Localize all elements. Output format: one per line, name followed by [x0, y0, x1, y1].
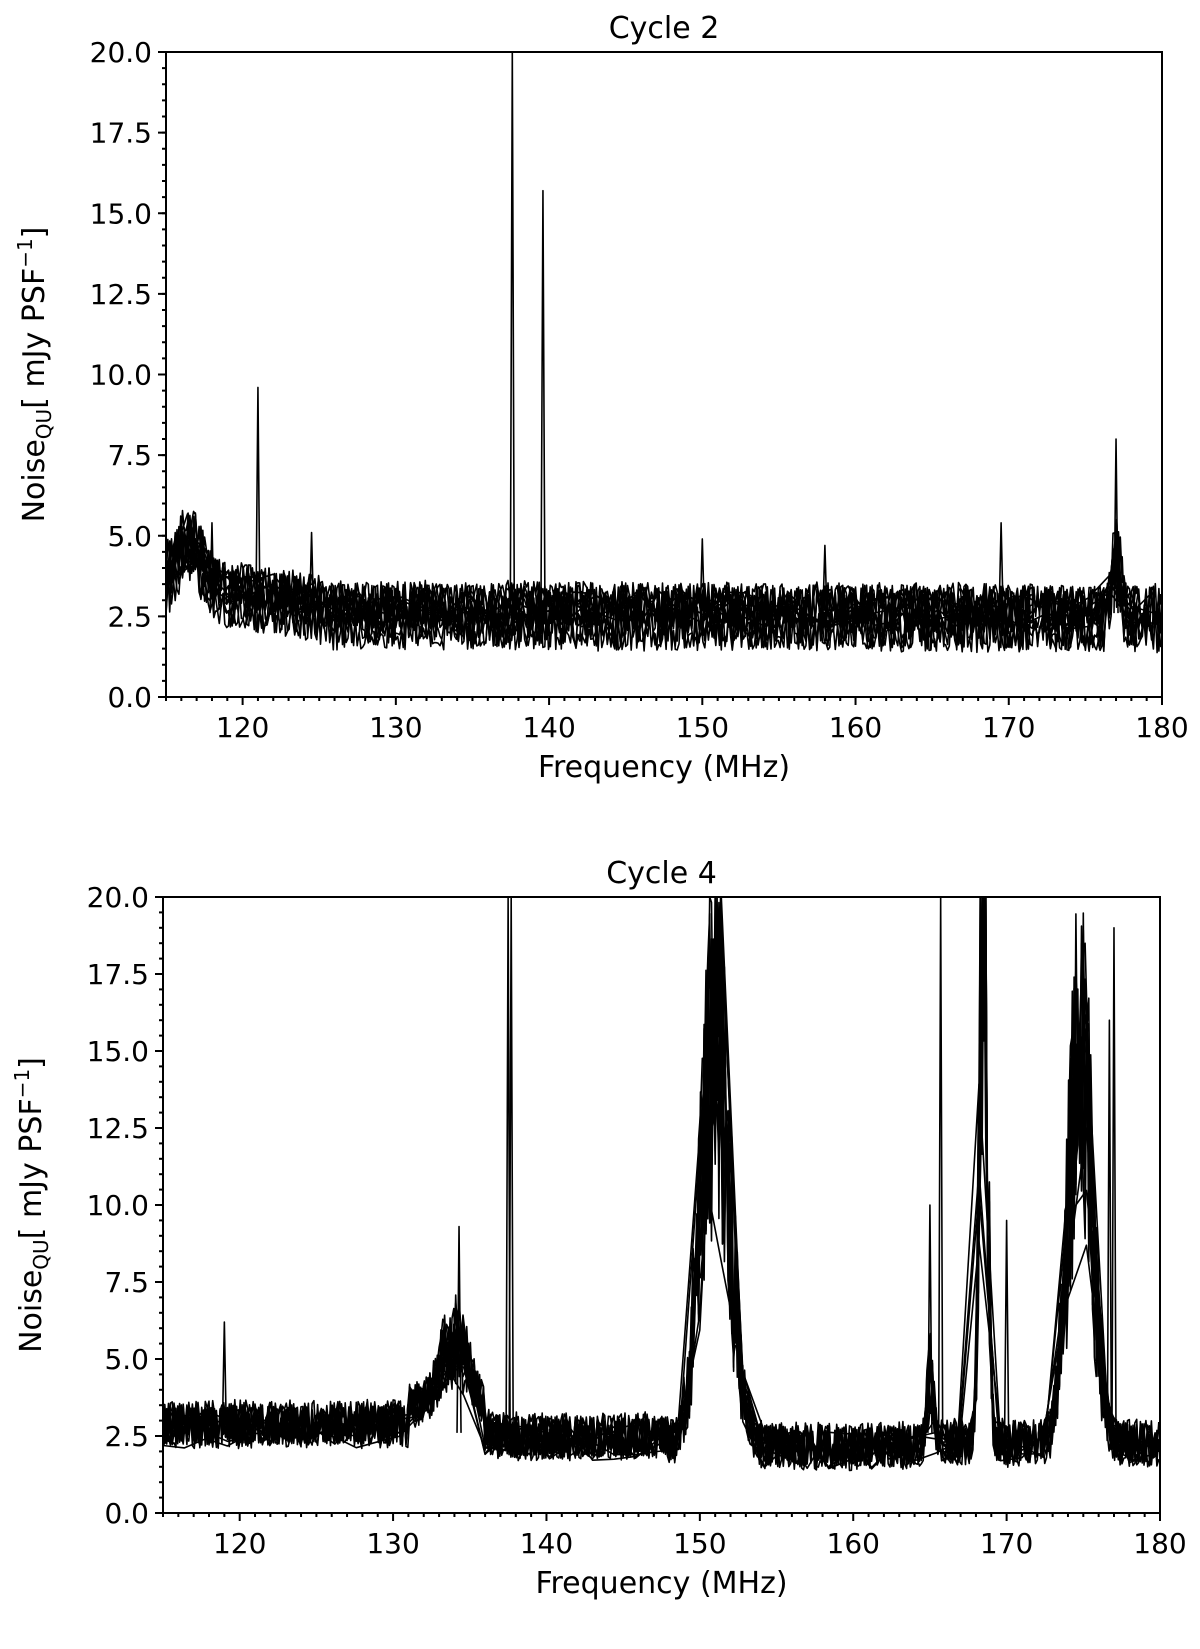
- series-line: [166, 541, 1162, 653]
- x-tick-label: 170: [982, 711, 1035, 744]
- spike-mark: [699, 538, 706, 614]
- x-tick-label: 130: [369, 711, 422, 744]
- y-tick-label: 2.5: [107, 600, 152, 633]
- cycle-4-panel: 120 130 140 150 160 170 180 0.0 2.5 5.0 7.5 10.0 12.…: [10, 856, 1187, 1601]
- y-tick-label: 17.5: [90, 117, 152, 150]
- x-tick-label: 130: [366, 1527, 419, 1560]
- y-tick-label: 15.0: [90, 197, 152, 230]
- spike-mark: [998, 522, 1004, 614]
- series-line: [163, 897, 1152, 1470]
- y-tick-label: 7.5: [107, 439, 152, 472]
- y-tick-label: 0.0: [107, 681, 152, 714]
- x-tick-label: 120: [213, 1527, 266, 1560]
- x-axis-label: Frequency (MHz): [535, 1566, 787, 1601]
- x-tick-label: 140: [520, 1527, 573, 1560]
- y-tick-label: 7.5: [104, 1266, 149, 1299]
- series-line: [163, 897, 1160, 1466]
- spike-mark: [508, 897, 514, 1433]
- series-line: [163, 915, 1152, 1469]
- y-tick-label: 20.0: [87, 881, 149, 914]
- spike-mark: [209, 522, 215, 614]
- y-tick-label: 15.0: [87, 1035, 149, 1068]
- series-line: [163, 897, 1160, 1465]
- x-tick-label: 160: [829, 711, 882, 744]
- x-tick-label: 160: [827, 1527, 880, 1560]
- series-line: [163, 897, 1160, 1465]
- chart-title: Cycle 2: [609, 11, 720, 46]
- y-tick-label: 2.5: [104, 1420, 149, 1453]
- x-tick-label: 170: [980, 1527, 1033, 1560]
- series-line: [163, 897, 1160, 1469]
- y-axis-label: NoiseQU[ mJy PSF−1]: [10, 1057, 53, 1353]
- series-line: [163, 937, 1152, 1470]
- spike-mark: [1106, 1019, 1113, 1433]
- spike-mark: [1113, 438, 1119, 614]
- x-axis-label: Frequency (MHz): [538, 750, 790, 785]
- series-line: [163, 897, 1160, 1472]
- y-tick-label: 5.0: [107, 520, 152, 553]
- y-tick-label: 12.5: [87, 1112, 149, 1145]
- series-line: [166, 537, 1162, 652]
- series-line: [163, 897, 1160, 1469]
- cycle-2-panel: 120 130 140 150 160 170 180 0.0 2.5 5.0 7.5 10.0 12.…: [13, 11, 1189, 785]
- x-tick-label: 120: [216, 711, 269, 744]
- y-tick-label: 5.0: [104, 1343, 149, 1376]
- spike-mark: [509, 52, 516, 614]
- traces: [163, 897, 1160, 1472]
- x-tick-label: 180: [1135, 711, 1188, 744]
- y-tick-label: 10.0: [90, 359, 152, 392]
- series-line: [163, 897, 1160, 1469]
- y-tick-label: 17.5: [87, 958, 149, 991]
- spike-mark: [221, 1321, 228, 1433]
- series-line: [166, 510, 1162, 629]
- traces: [166, 52, 1162, 654]
- series-line: [163, 897, 1160, 1468]
- spike-mark: [255, 386, 261, 614]
- series-line: [163, 897, 1160, 1467]
- x-tick-label: 180: [1133, 1527, 1186, 1560]
- spike-mark: [927, 1204, 933, 1433]
- x-tick-label: 150: [676, 711, 729, 744]
- y-tick-label: 10.0: [87, 1189, 149, 1222]
- series-line: [163, 897, 1160, 1471]
- x-tick-label: 150: [673, 1527, 726, 1560]
- y-axis-label: NoiseQU[ mJy PSF−1]: [13, 227, 56, 523]
- y-tick-label: 20.0: [90, 36, 152, 69]
- spike-mark: [822, 544, 828, 614]
- y-tick-label: 12.5: [90, 278, 152, 311]
- chart-title: Cycle 4: [606, 856, 717, 891]
- x-tick-label: 140: [522, 711, 575, 744]
- spike-mark: [456, 1225, 462, 1433]
- spike-mark: [308, 531, 315, 614]
- y-tick-label: 0.0: [104, 1497, 149, 1530]
- spike-mark: [1111, 927, 1117, 1433]
- spike-mark: [1003, 1219, 1010, 1433]
- spike-mark: [937, 897, 944, 1433]
- spike-mark: [540, 189, 546, 614]
